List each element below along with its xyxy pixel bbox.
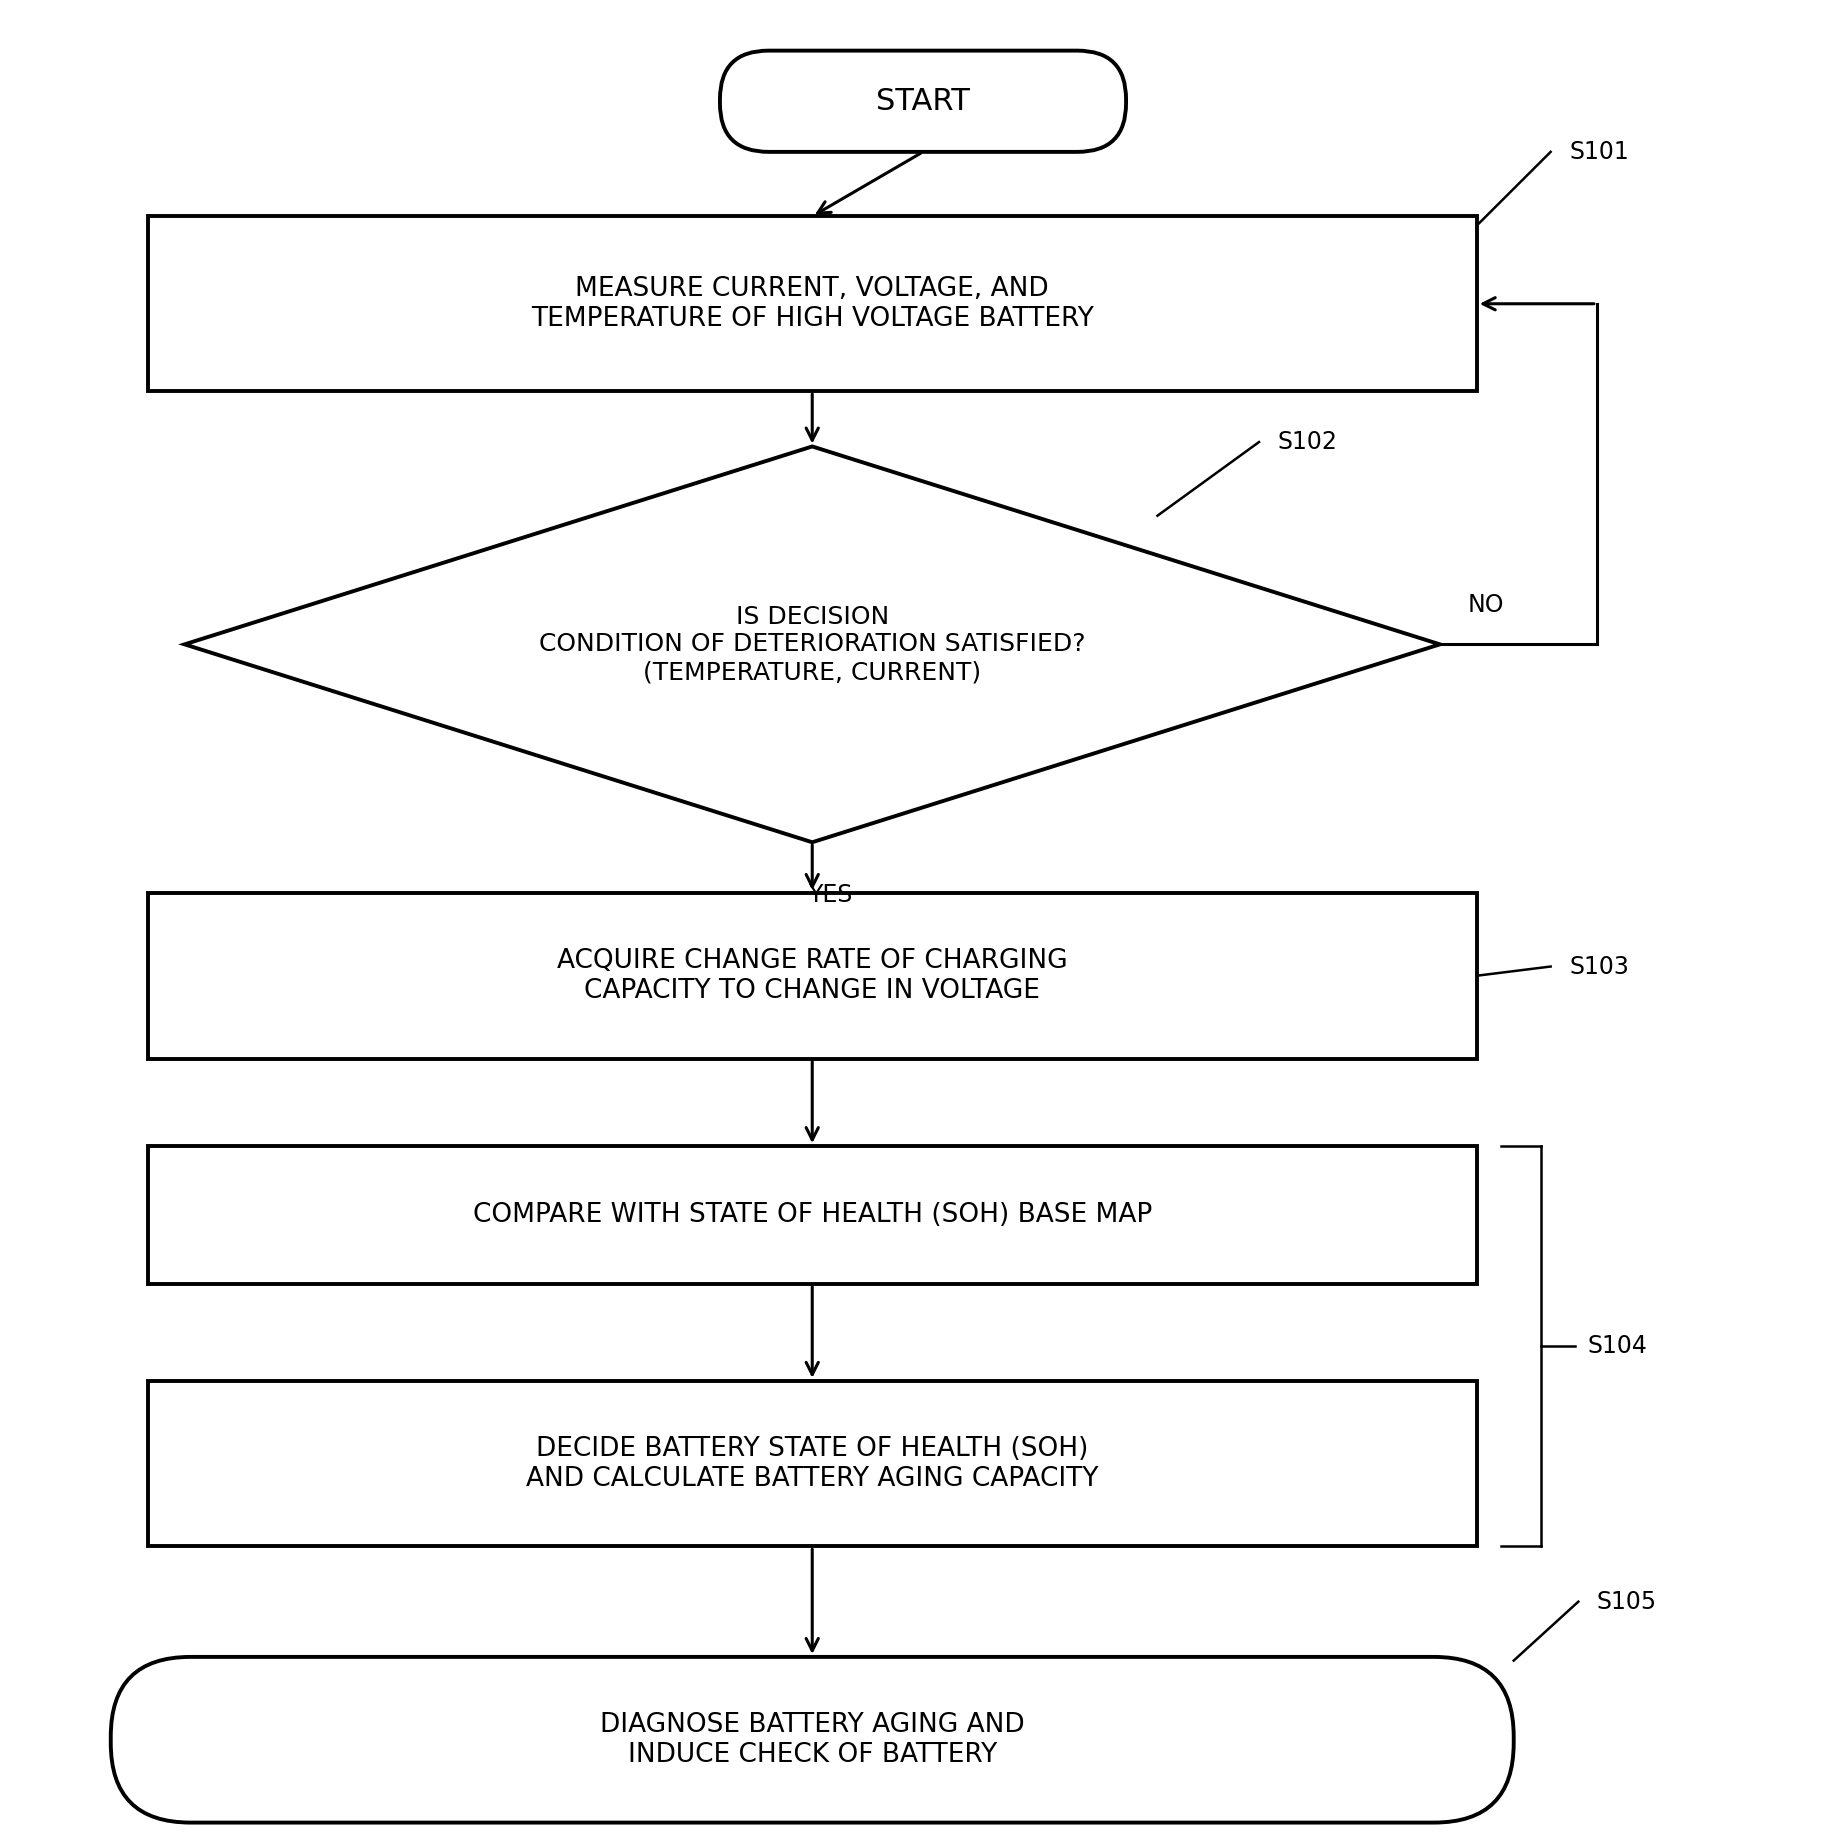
- Text: S103: S103: [1569, 954, 1628, 979]
- Bar: [148, 1381, 1477, 1546]
- Text: S102: S102: [1277, 431, 1337, 455]
- Polygon shape: [185, 447, 1440, 843]
- Text: YES: YES: [809, 884, 853, 908]
- Text: S105: S105: [1597, 1589, 1658, 1615]
- Text: S101: S101: [1569, 140, 1628, 164]
- Text: S104: S104: [1588, 1335, 1647, 1359]
- FancyBboxPatch shape: [111, 1657, 1514, 1823]
- Text: COMPARE WITH STATE OF HEALTH (SOH) BASE MAP: COMPARE WITH STATE OF HEALTH (SOH) BASE …: [473, 1202, 1152, 1228]
- Text: DECIDE BATTERY STATE OF HEALTH (SOH)
AND CALCULATE BATTERY AGING CAPACITY: DECIDE BATTERY STATE OF HEALTH (SOH) AND…: [526, 1436, 1098, 1491]
- Bar: [148, 1145, 1477, 1285]
- Text: START: START: [877, 87, 969, 116]
- Bar: [148, 217, 1477, 392]
- Text: DIAGNOSE BATTERY AGING AND
INDUCE CHECK OF BATTERY: DIAGNOSE BATTERY AGING AND INDUCE CHECK …: [600, 1712, 1025, 1767]
- Text: ACQUIRE CHANGE RATE OF CHARGING
CAPACITY TO CHANGE IN VOLTAGE: ACQUIRE CHANGE RATE OF CHARGING CAPACITY…: [557, 948, 1067, 1003]
- Text: NO: NO: [1468, 593, 1504, 617]
- FancyBboxPatch shape: [720, 52, 1126, 153]
- Text: IS DECISION
CONDITION OF DETERIORATION SATISFIED?
(TEMPERATURE, CURRENT): IS DECISION CONDITION OF DETERIORATION S…: [539, 604, 1085, 685]
- Text: MEASURE CURRENT, VOLTAGE, AND
TEMPERATURE OF HIGH VOLTAGE BATTERY: MEASURE CURRENT, VOLTAGE, AND TEMPERATUR…: [532, 276, 1093, 331]
- Bar: [148, 893, 1477, 1059]
